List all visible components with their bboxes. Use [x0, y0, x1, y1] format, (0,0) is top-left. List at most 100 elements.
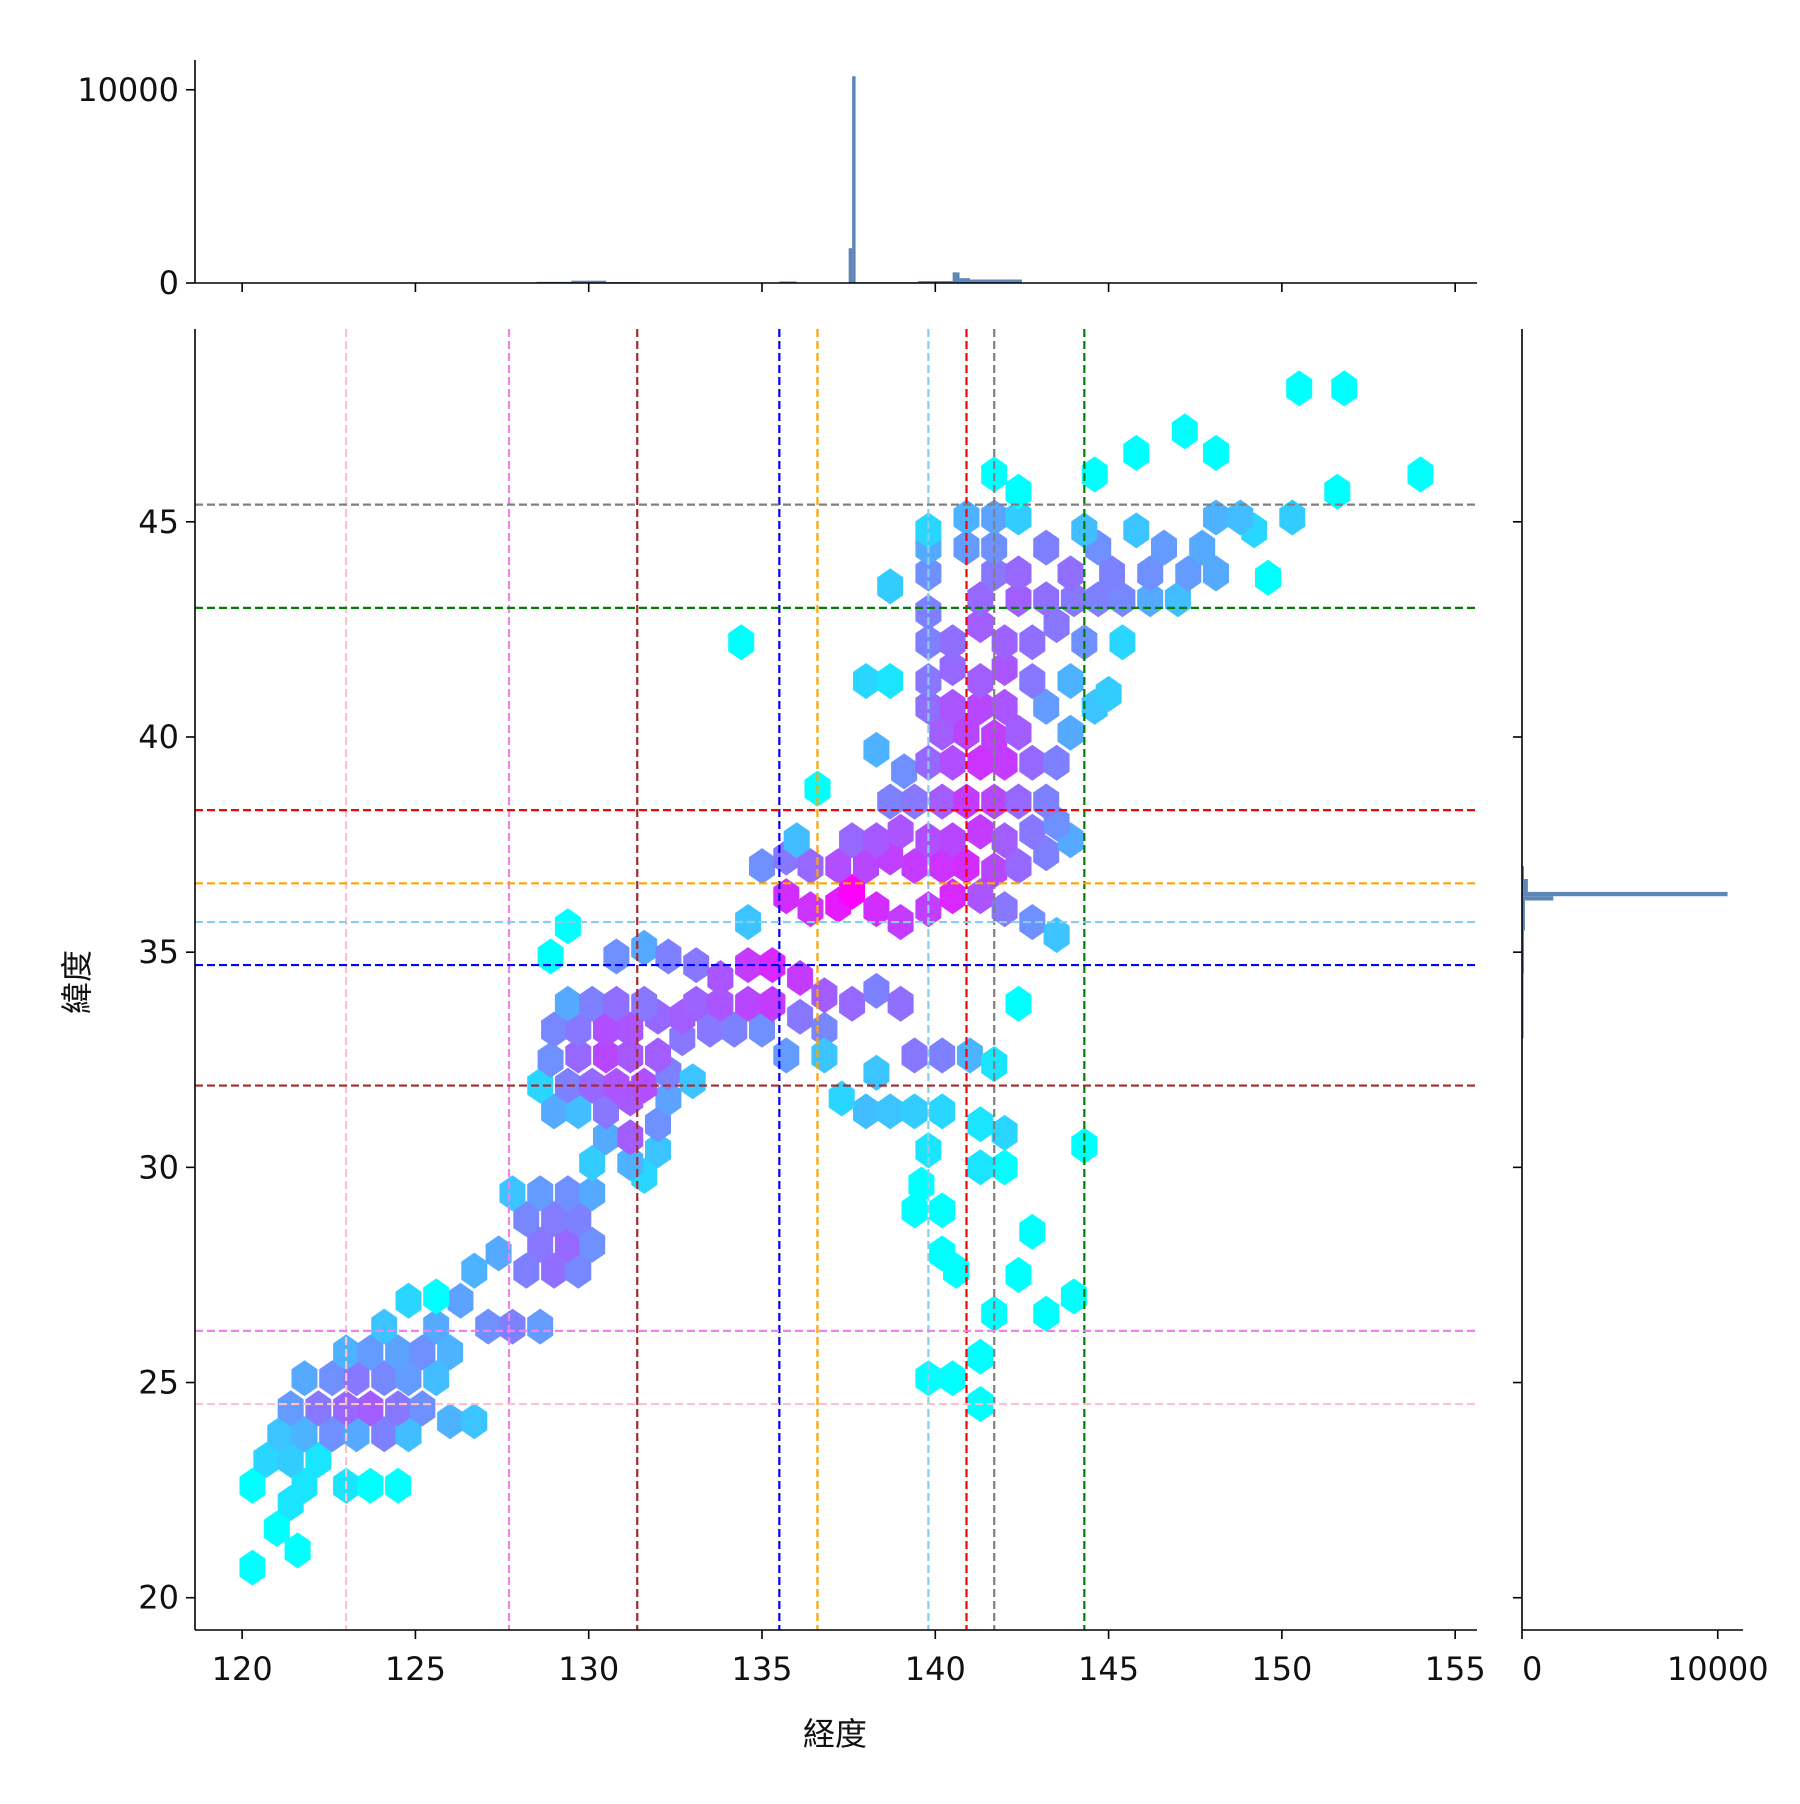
hexbin-cell [1255, 560, 1281, 596]
hexbin-cell [385, 1468, 411, 1504]
hexbin-cell [992, 1149, 1018, 1185]
x-tick-label: 130 [558, 1650, 619, 1688]
y-tick-label: 35 [138, 933, 179, 971]
y-tick-label: 25 [138, 1364, 179, 1402]
x-tick-label: 145 [1078, 1650, 1139, 1688]
hexbin-cell [877, 784, 903, 820]
hexbin-cell [1006, 1257, 1032, 1293]
hexbin-cell [631, 930, 657, 966]
hexbin-cell [992, 1115, 1018, 1151]
x-tick-label: 150 [1251, 1650, 1312, 1688]
hexbin-cell [853, 1093, 879, 1129]
hexbin-cell [655, 939, 681, 975]
y-tick-label: 45 [138, 503, 179, 541]
hexbin-cell [1044, 745, 1070, 781]
hexbin-cell [891, 753, 917, 789]
hexbin-cell [967, 1339, 993, 1375]
hexbin-cell [811, 1037, 837, 1073]
y-tick-label: 30 [138, 1148, 179, 1186]
hexbin-cell [423, 1278, 449, 1314]
hexbin-cell [1110, 624, 1136, 660]
hexbin-cell [749, 848, 775, 884]
hexbin-cell [1006, 986, 1032, 1022]
hexbin-cell [877, 568, 903, 604]
hexbin-cell [888, 986, 914, 1022]
hexbin-cell [773, 1037, 799, 1073]
hexbin-cell [617, 1119, 643, 1155]
hexbin-cell [967, 663, 993, 699]
x-axis-label: 経度 [803, 1715, 867, 1753]
hexbin-cell [940, 1360, 966, 1396]
hexbin-cell [967, 814, 993, 850]
x-tick-label: 140 [905, 1650, 966, 1688]
hexbin-cell [877, 663, 903, 699]
histogram-bar [1522, 892, 1728, 896]
hexbin-cell [1033, 530, 1059, 566]
histogram-bar [953, 272, 960, 283]
hexbin-cell [240, 1550, 266, 1586]
right-hist-x-tick-label: 0 [1522, 1650, 1542, 1688]
hexbin-cell [811, 977, 837, 1013]
hexbin-cell [461, 1403, 487, 1439]
hexbin-cell [448, 1283, 474, 1319]
hexbin-cell [1408, 456, 1434, 492]
hexbin-cell [992, 624, 1018, 660]
hexbin-cell [1082, 456, 1108, 492]
hexbin-cell [957, 1037, 983, 1073]
hexbin-cell [787, 999, 813, 1035]
top-hist-y-tick-label: 0 [159, 264, 179, 302]
hexbin-cell [538, 939, 564, 975]
hexbin-cell [500, 1309, 526, 1345]
hexbin-cell [396, 1283, 422, 1319]
hexbin-cell [680, 1063, 706, 1099]
y-tick-label: 40 [138, 718, 179, 756]
hexbin-cell [1061, 1278, 1087, 1314]
hexbin-cell [1033, 1296, 1059, 1332]
hexbin-cell [603, 939, 629, 975]
hexbin-cell [728, 624, 754, 660]
hexbin-cell [853, 663, 879, 699]
hexbin-cell [1123, 512, 1149, 548]
hexbin-cell [1006, 784, 1032, 820]
hexbin-cell [929, 1093, 955, 1129]
hexbin-cell [1019, 624, 1045, 660]
hexbin-cell [929, 1192, 955, 1228]
hexbin-cell [1058, 715, 1084, 751]
hexbin-cell [437, 1403, 463, 1439]
hexbin-cell [1006, 555, 1032, 591]
x-tick-label: 120 [212, 1650, 273, 1688]
hexbin-cell [839, 986, 865, 1022]
hexbin-cell [863, 732, 889, 768]
right-hist-x-tick-label: 10000 [1667, 1650, 1769, 1688]
top-hist-y-tick-label: 10000 [77, 71, 179, 109]
hexbin-cell [1331, 370, 1357, 406]
hexbin-cell [1123, 435, 1149, 471]
hexbin-cell [863, 973, 889, 1009]
hexbin-cell [1019, 745, 1045, 781]
x-tick-label: 135 [731, 1650, 792, 1688]
x-tick-label: 125 [385, 1650, 446, 1688]
y-axis-label: 緯度 [58, 950, 96, 1014]
hexbin-cell [967, 1106, 993, 1142]
histogram-bar [1522, 896, 1553, 900]
histogram-bar [1522, 879, 1528, 892]
hexbin-cell [1019, 1214, 1045, 1250]
hexbin-cell [292, 1360, 318, 1396]
hexbin-cell [967, 1149, 993, 1185]
hexbin-cell [1286, 370, 1312, 406]
hexbin-cell [902, 784, 928, 820]
hexbin-cell [555, 908, 581, 944]
hexbin-cell [1058, 663, 1084, 699]
histogram-bar [849, 248, 852, 283]
hexbin-cell [902, 1037, 928, 1073]
histogram-bar [852, 76, 855, 283]
hexbin-cell [902, 1093, 928, 1129]
hexbin-cell [1172, 413, 1198, 449]
hexbin-cell [929, 784, 955, 820]
y-tick-label: 20 [138, 1579, 179, 1617]
hexbin-cell [357, 1468, 383, 1504]
x-tick-label: 155 [1425, 1650, 1486, 1688]
hexbin-cell [940, 745, 966, 781]
hexbin-cell [486, 1235, 512, 1271]
